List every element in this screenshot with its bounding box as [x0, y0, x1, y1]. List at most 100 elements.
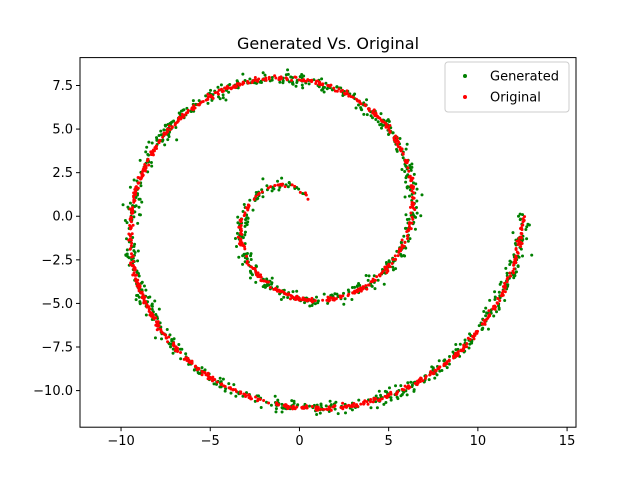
scatter-point [456, 352, 460, 356]
scatter-point [380, 271, 384, 275]
scatter-point [239, 229, 243, 233]
scatter-point [267, 77, 271, 81]
scatter-point [484, 314, 488, 318]
scatter-point [184, 352, 188, 356]
scatter-point [243, 233, 247, 237]
scatter-point [438, 365, 442, 369]
scatter-point [147, 305, 151, 309]
scatter-point [154, 144, 158, 148]
legend-marker [463, 95, 467, 99]
scatter-point [168, 122, 172, 126]
scatter-point [246, 220, 250, 224]
scatter-point [193, 106, 197, 110]
scatter-point [249, 258, 253, 262]
scatter-point [369, 406, 373, 410]
scatter-point [405, 142, 409, 146]
scatter-point [269, 403, 273, 407]
scatter-point [396, 145, 400, 149]
scatter-point [247, 263, 251, 267]
scatter-point [129, 261, 133, 265]
scatter-point [410, 195, 414, 199]
scatter-point [359, 286, 363, 290]
scatter-point [218, 376, 222, 380]
scatter-point [407, 224, 411, 228]
scatter-point [135, 294, 139, 298]
scatter-point [175, 120, 179, 124]
scatter-point [335, 292, 339, 296]
scatter-point [212, 382, 216, 386]
scatter-point [157, 307, 161, 311]
scatter-point [496, 302, 500, 306]
scatter-point [483, 322, 487, 326]
scatter-point [357, 398, 361, 402]
scatter-point [149, 160, 153, 164]
scatter-point [145, 145, 149, 149]
scatter-point [177, 343, 181, 347]
scatter-point [243, 247, 247, 251]
scatter-point [503, 290, 507, 294]
scatter-point [279, 182, 283, 186]
scatter-point [293, 184, 297, 188]
scatter-point [278, 185, 282, 189]
scatter-point [298, 190, 302, 194]
scatter-point [405, 234, 409, 238]
scatter-point [407, 194, 411, 198]
scatter-point [204, 373, 208, 377]
scatter-point [274, 76, 278, 80]
scatter-point [387, 259, 391, 263]
scatter-point [339, 296, 343, 300]
scatter-point [243, 211, 247, 215]
scatter-point [261, 77, 265, 81]
scatter-point [159, 129, 163, 133]
scatter-point [243, 224, 247, 228]
scatter-point [239, 223, 243, 227]
scatter-point [167, 135, 171, 139]
scatter-point [131, 263, 135, 267]
scatter-point [182, 108, 186, 112]
scatter-point [239, 220, 243, 224]
scatter-point [130, 252, 134, 256]
scatter-point [400, 167, 404, 171]
scatter-point [373, 287, 377, 291]
scatter-point [127, 238, 131, 242]
scatter-point [254, 269, 258, 273]
scatter-point [179, 109, 183, 113]
scatter-point [317, 82, 321, 86]
scatter-point [277, 188, 281, 192]
scatter-point [421, 379, 425, 383]
scatter-point [220, 382, 224, 386]
scatter-point [428, 372, 432, 376]
scatter-point [138, 158, 142, 162]
scatter-point [266, 280, 270, 284]
scatter-point [172, 119, 176, 123]
scatter-point [254, 191, 258, 195]
scatter-point [468, 342, 472, 346]
scatter-point [411, 201, 415, 205]
scatter-point [159, 327, 163, 331]
scatter-point [411, 187, 415, 191]
scatter-point [130, 211, 134, 215]
scatter-point [327, 297, 331, 301]
scatter-point [253, 266, 257, 270]
scatter-point [376, 278, 380, 282]
x-tick-label: 10 [470, 434, 487, 449]
scatter-point [249, 265, 253, 269]
scatter-point [153, 299, 157, 303]
scatter-point [514, 254, 518, 258]
scatter-point [353, 285, 357, 289]
scatter-point [404, 213, 408, 217]
scatter-point [405, 174, 409, 178]
scatter-point [273, 74, 277, 78]
scatter-point [243, 230, 247, 234]
scatter-point [342, 302, 346, 306]
scatter-point [223, 385, 227, 389]
scatter-point [347, 94, 351, 98]
scatter-point [511, 271, 515, 275]
scatter-point [186, 356, 190, 360]
y-tick-label: −5.0 [41, 297, 73, 312]
scatter-point [415, 187, 419, 191]
scatter-point [388, 265, 392, 269]
scatter-point [367, 283, 371, 287]
scatter-point [405, 185, 409, 189]
scatter-point [407, 228, 411, 232]
